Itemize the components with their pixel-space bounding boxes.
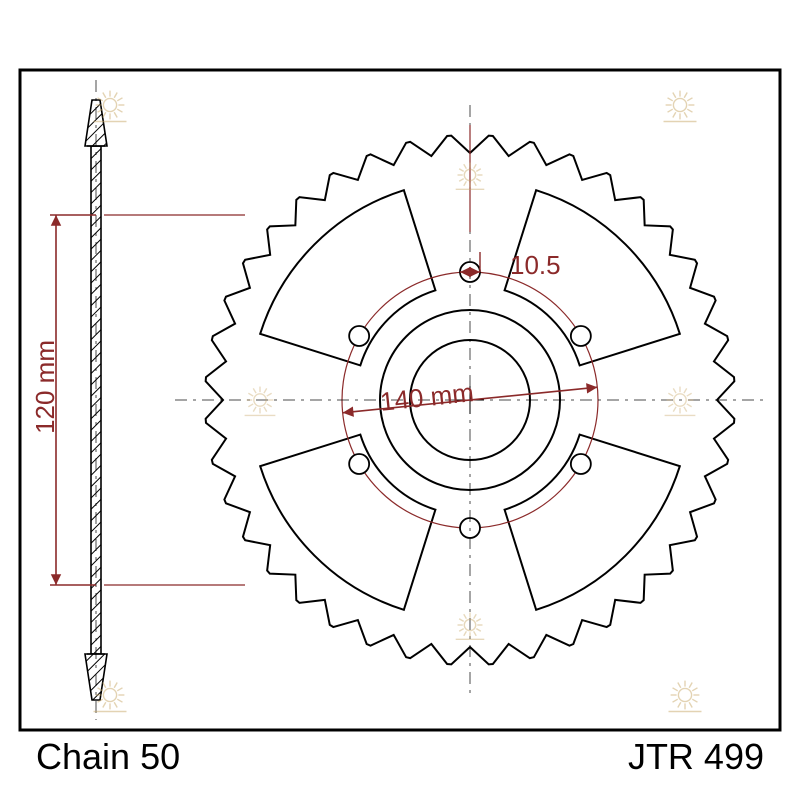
dim-120mm-label: 120 mm — [30, 340, 61, 434]
chain-spec-label: Chain 50 — [36, 736, 180, 778]
part-number-label: JTR 499 — [628, 736, 764, 778]
dim-10_5-label: 10.5 — [510, 250, 561, 281]
